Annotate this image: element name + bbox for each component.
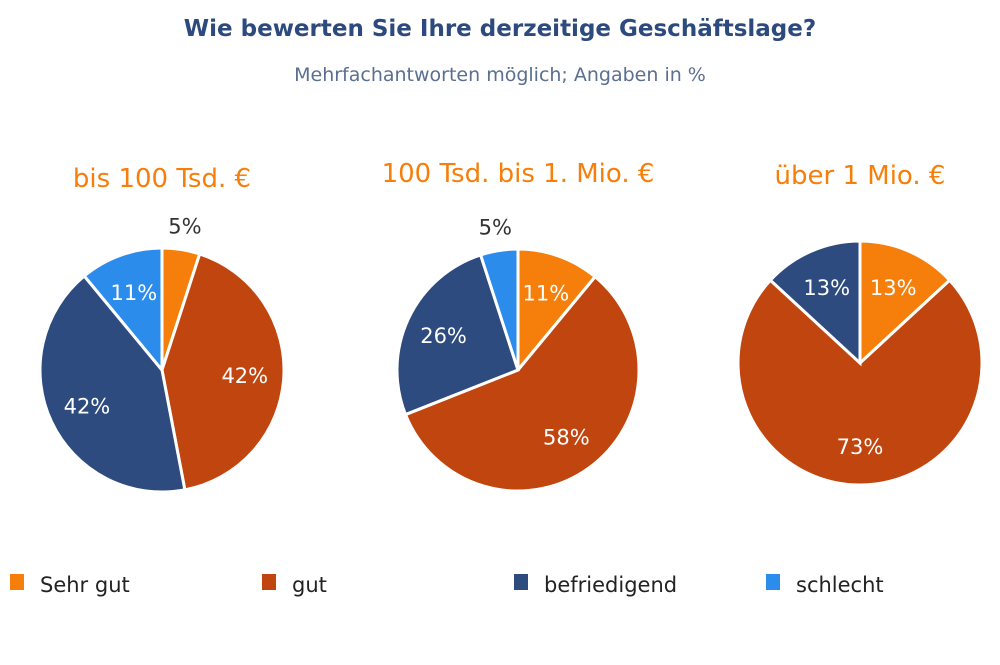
legend-label: Sehr gut [40, 573, 130, 597]
pie-slice-befriedigend [768, 239, 862, 367]
data-label: 73% [837, 435, 884, 459]
legend-swatch [514, 574, 528, 590]
data-label: 42% [64, 394, 111, 418]
pie-slice-gut [403, 274, 641, 493]
pie-slice-schlecht [478, 247, 520, 371]
pie-title: 100 Tsd. bis 1. Mio. € [382, 159, 655, 189]
pie-charts: bis 100 Tsd. € 5% 42% 42% 11% 100 Tsd. bis 1.… [38, 159, 984, 494]
legend-swatch [10, 574, 24, 590]
data-label: 5% [168, 214, 201, 238]
pie-slice-sehr-gut [516, 247, 598, 375]
pie-slice-sehr-gut [858, 239, 952, 367]
pie-title: bis 100 Tsd. € [73, 164, 251, 194]
chart-subtitle: Mehrfachantworten möglich; Angaben in % [294, 64, 706, 86]
data-label: 11% [523, 282, 570, 306]
chart-title: Wie bewerten Sie Ihre derzeitige Geschäf… [183, 16, 817, 42]
legend-label: befriedigend [544, 573, 678, 597]
data-label: 11% [111, 281, 158, 305]
legend-swatch [766, 574, 780, 590]
data-label: 26% [420, 324, 467, 348]
pie-slice-gut [160, 252, 286, 492]
pie-slice-gut [736, 278, 984, 487]
data-label: 13% [870, 276, 917, 300]
data-label: 42% [221, 364, 268, 388]
legend-item-befriedigend: befriedigend [514, 573, 677, 597]
legend-swatch [262, 574, 276, 590]
legend-label: schlecht [796, 573, 884, 597]
pie-title: über 1 Mio. € [775, 161, 946, 191]
legend-item-gut: gut [262, 573, 327, 597]
legend-label: gut [292, 573, 327, 597]
data-label: 5% [479, 216, 512, 240]
data-label: 58% [543, 426, 590, 450]
pie-slice-befriedigend [38, 273, 187, 494]
pie-slice-befriedigend [395, 253, 520, 417]
legend-item-schlecht: schlecht [766, 573, 884, 597]
pie-slice-schlecht [82, 246, 164, 375]
data-label: 13% [803, 276, 850, 300]
legend-item-sehr-gut: Sehr gut [10, 573, 130, 597]
